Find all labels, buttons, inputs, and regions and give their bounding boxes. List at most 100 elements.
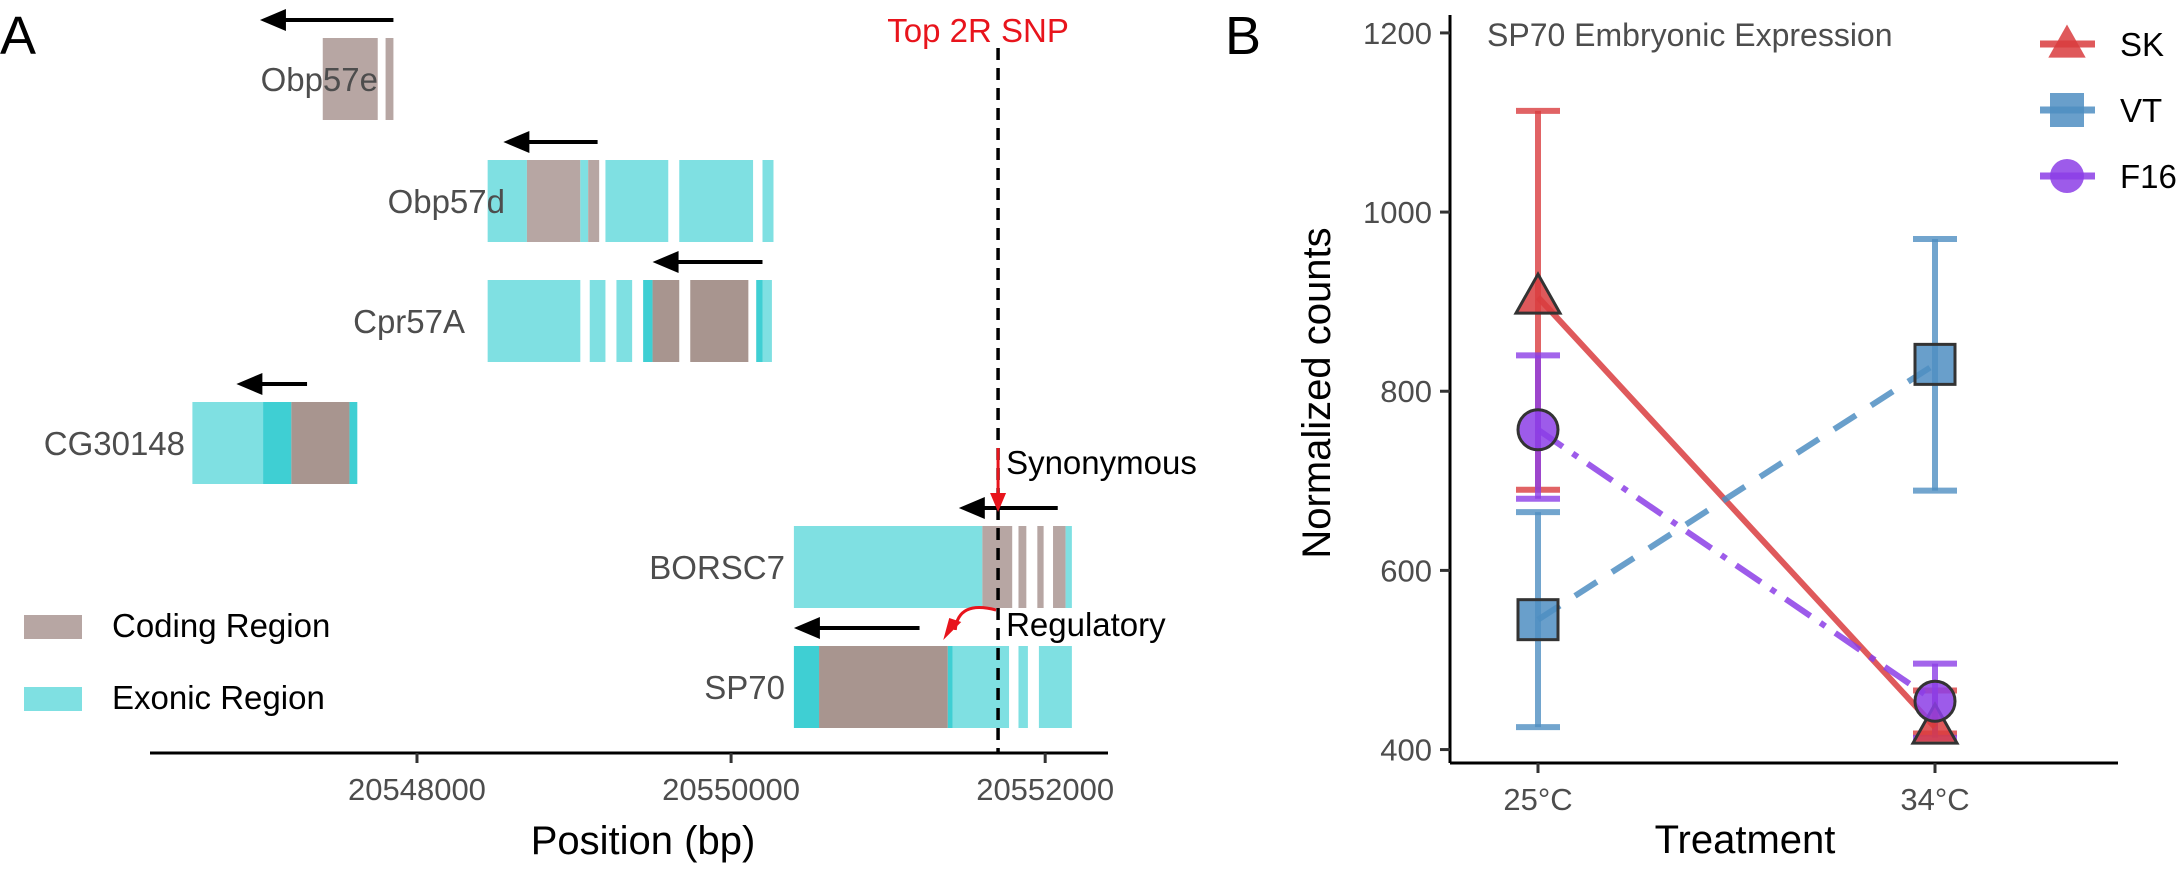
y-tick-label: 400 xyxy=(1380,733,1432,768)
exonic-segment xyxy=(762,280,772,362)
legend-marker-vt xyxy=(2050,93,2084,127)
gene-label: BORSC7 xyxy=(649,549,785,586)
exonic-segment xyxy=(756,280,763,362)
series-line-vt xyxy=(1536,361,1937,623)
gene-obp57d: Obp57d xyxy=(388,131,774,242)
variant-annotations: Synonymous Regulatory xyxy=(943,444,1197,643)
regulatory-arrow-line xyxy=(953,606,997,631)
gene-models: Obp57e Obp57d Cpr57A CG30148 BORSC7 SP70 xyxy=(44,9,1072,728)
y-tick-label: 1200 xyxy=(1363,16,1432,51)
gene-label: SP70 xyxy=(704,669,785,706)
x-axis-title-b: Treatment xyxy=(1655,818,1836,862)
x-tick-label-b: 25°C xyxy=(1503,782,1572,817)
x-ticks: 20548000 20550000 20552000 xyxy=(348,753,1114,807)
series-points xyxy=(1513,271,1960,745)
strand-arrow-head xyxy=(259,9,286,31)
panel-a-gene-track: A Obp57e Obp57d Cpr57A CG30148 BORSC7 SP70 20… xyxy=(0,6,1197,863)
regulatory-label: Regulatory xyxy=(1006,606,1166,643)
coding-segment xyxy=(291,402,350,484)
y-tick-label: 800 xyxy=(1380,374,1432,409)
point-vt xyxy=(1516,598,1560,642)
legend-label-f16: F16 xyxy=(2120,158,2177,195)
exonic-segment xyxy=(762,160,774,242)
point-sk xyxy=(1910,701,1960,745)
synonymous-label: Synonymous xyxy=(1006,444,1197,481)
gene-sp70: SP70 xyxy=(704,617,1072,728)
legend-marker-f16 xyxy=(2050,159,2084,193)
point-vt xyxy=(1913,342,1957,386)
y-tick-label: 600 xyxy=(1380,553,1432,588)
coding-segment xyxy=(1053,526,1066,608)
strand-arrow-head xyxy=(503,131,530,153)
series-line-sk xyxy=(1535,295,1938,730)
strand-arrow-head xyxy=(236,373,263,395)
regulatory-arrow-head xyxy=(943,618,962,640)
exonic-segment xyxy=(679,160,754,242)
point-f16 xyxy=(1516,408,1560,452)
series xyxy=(1513,107,1960,745)
coding-segment xyxy=(652,280,680,362)
exonic-segment xyxy=(793,526,983,608)
legend-label-vt: VT xyxy=(2120,92,2162,129)
exonic-segment xyxy=(487,280,581,362)
strand-arrow-head xyxy=(652,251,679,273)
exonic-segment xyxy=(793,646,820,728)
exonic-segment xyxy=(589,280,606,362)
coding-segment xyxy=(526,160,581,242)
coding-segment xyxy=(322,38,378,120)
exonic-segment xyxy=(1038,646,1072,728)
legend-label-sk: SK xyxy=(2120,26,2164,63)
series-lines xyxy=(1535,295,1938,730)
synonymous-arrow-head xyxy=(990,493,1007,512)
y-axis-title: Normalized counts xyxy=(1295,227,1339,558)
gene-label: Obp57e xyxy=(261,61,378,98)
strand-arrow-head xyxy=(958,497,985,519)
legend-swatch-exonic-region xyxy=(24,687,82,711)
exonic-segment xyxy=(952,646,1010,728)
error-bars xyxy=(1516,107,1957,741)
exonic-segment xyxy=(263,402,292,484)
legend-label-coding-region: Coding Region xyxy=(112,607,330,644)
exonic-segment xyxy=(580,160,589,242)
exonic-segment xyxy=(643,280,653,362)
legend-marker-sk xyxy=(2048,24,2086,58)
legend: Coding Region Exonic Region xyxy=(24,607,330,716)
series-line-f16 xyxy=(1536,427,1937,704)
point-sk xyxy=(1513,271,1563,315)
x-ticks-b: 25°C 34°C xyxy=(1503,763,1970,817)
exonic-segment xyxy=(605,160,669,242)
coding-segment xyxy=(819,646,948,728)
x-tick-label-b: 34°C xyxy=(1900,782,1969,817)
gene-label: Obp57d xyxy=(388,183,505,220)
point-f16 xyxy=(1913,679,1957,723)
gene-label: CG30148 xyxy=(44,425,185,462)
snp-label: Top 2R SNP xyxy=(887,12,1069,49)
gene-cpr57a: Cpr57A xyxy=(353,251,772,362)
exonic-segment xyxy=(487,160,527,242)
x-axis-title: Position (bp) xyxy=(531,819,756,863)
chart-title: SP70 Embryonic Expression xyxy=(1487,17,1893,53)
coding-segment xyxy=(1037,526,1044,608)
coding-segment xyxy=(1018,526,1027,608)
exonic-segment xyxy=(1065,526,1072,608)
gene-cg30148: CG30148 xyxy=(44,373,358,484)
gene-borsc7: BORSC7 xyxy=(649,497,1072,608)
legend-swatch-coding-region xyxy=(24,615,82,639)
panel-b-expression-plot: B SP70 Embryonic Expression 400 600 800 100… xyxy=(1225,6,2177,862)
y-tick-label: 1000 xyxy=(1363,195,1432,230)
gene-label: Cpr57A xyxy=(353,303,465,340)
panel-b-letter: B xyxy=(1225,6,1261,66)
gene-obp57e: Obp57e xyxy=(259,9,394,120)
x-tick-label: 20548000 xyxy=(348,772,486,807)
exonic-segment xyxy=(947,646,953,728)
exonic-segment xyxy=(349,402,358,484)
y-ticks: 400 600 800 1000 1200 xyxy=(1363,16,1450,768)
strand-arrow-head xyxy=(793,617,820,639)
exonic-segment xyxy=(192,402,264,484)
exonic-segment xyxy=(616,280,633,362)
legend-label-exonic-region: Exonic Region xyxy=(112,679,325,716)
x-tick-label: 20552000 xyxy=(976,772,1114,807)
coding-segment xyxy=(385,38,394,120)
coding-segment xyxy=(690,280,749,362)
